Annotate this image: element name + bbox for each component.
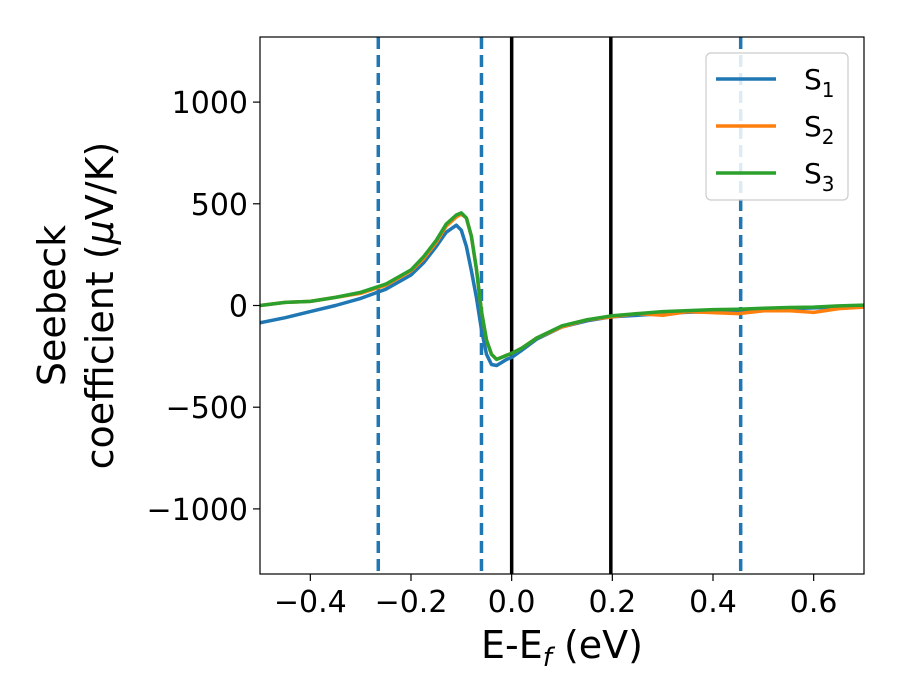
legend-box	[705, 52, 849, 201]
x-tick-label: −0.4	[274, 585, 347, 620]
y-axis-label: Seebeck coefficient (μV/K)	[30, 142, 122, 470]
legend: S1 S2 S3	[705, 52, 849, 201]
x-tick-label: 0.6	[790, 585, 838, 620]
y-tick-label: 1000	[172, 86, 248, 121]
x-axis-label: E-Ef (eV)	[481, 623, 643, 673]
x-axis-label-main: E-E	[481, 623, 543, 667]
series-line-2	[260, 212, 864, 362]
y-axis-label-line2-a: coefficient (	[78, 244, 122, 469]
y-axis-label-line2: coefficient (μV/K)	[78, 142, 122, 470]
y-tick-label: −500	[166, 391, 248, 426]
y-tick-label: −1000	[147, 493, 248, 528]
x-axis-label-unit: (eV)	[552, 623, 643, 667]
y-axis-label-line1: Seebeck	[30, 225, 74, 386]
y-axis-label-mu: μ	[78, 220, 122, 245]
y-axis-label-line2-b: V/K)	[78, 142, 122, 221]
series-line-3	[260, 211, 864, 362]
series-layer	[260, 211, 864, 368]
legend-label-3: S3	[804, 157, 835, 196]
x-tick-label: 0.4	[689, 585, 737, 620]
x-tick-label: 0.2	[588, 585, 636, 620]
x-tick-label: 0.0	[488, 585, 536, 620]
reference-lines	[376, 37, 743, 574]
y-tick-label: 500	[191, 188, 248, 223]
legend-label-1: S1	[804, 63, 835, 102]
y-axis-ticks: −1000 −500 0 500 1000	[147, 86, 260, 528]
y-tick-label: 0	[229, 290, 248, 325]
legend-label-2: S2	[804, 110, 835, 149]
x-tick-label: −0.2	[375, 585, 448, 620]
x-axis-ticks: −0.4 −0.2 0.0 0.2 0.4 0.6	[274, 574, 838, 620]
